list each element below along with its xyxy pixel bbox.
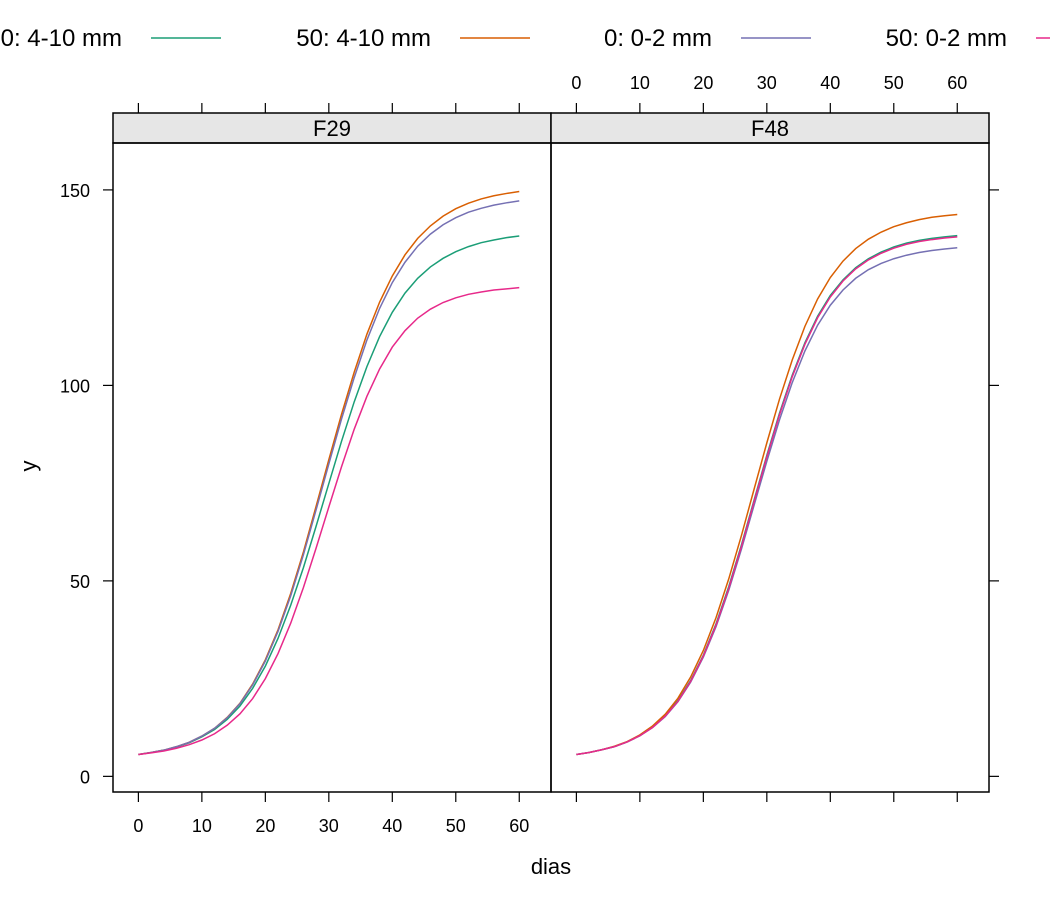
- x-tick-label: 10: [630, 73, 650, 93]
- x-tick-label: 60: [509, 816, 529, 836]
- x-tick-label: 20: [693, 73, 713, 93]
- x-tick-label: 40: [382, 816, 402, 836]
- x-axis-title: dias: [531, 854, 571, 879]
- axes: 0 10 20 30 40 50 60 0 10 20 30 40 50 60 0 50 100 150: [60, 73, 999, 836]
- panel-f29: F29: [112, 112, 552, 793]
- series-line: [138, 200, 520, 756]
- legend-item: 50: 0-2 mm: [886, 25, 1050, 52]
- panel-frame: [112, 142, 552, 793]
- x-tick-label: 50: [446, 816, 466, 836]
- y-tick-label: 50: [70, 572, 90, 592]
- series-line: [576, 234, 958, 756]
- series-line: [138, 286, 520, 756]
- x-tick-label: 50: [884, 73, 904, 93]
- legend-label: 0: 0-2 mm: [604, 25, 712, 52]
- x-tick-label: 10: [192, 816, 212, 836]
- series-line: [576, 213, 958, 756]
- y-tick-label: 100: [60, 376, 90, 396]
- x-tick-label: 30: [319, 816, 339, 836]
- x-tick-label: 0: [571, 73, 581, 93]
- x-tick-label: 40: [820, 73, 840, 93]
- x-tick-label: 0: [133, 816, 143, 836]
- strip-label: F29: [313, 116, 351, 141]
- legend-item: 0: 4-10 mm: [1, 25, 221, 52]
- legend-item: 0: 0-2 mm: [604, 25, 811, 52]
- panel-f48: F48: [550, 112, 990, 793]
- panel-frame: [550, 142, 990, 793]
- strip-background: [550, 112, 990, 144]
- x-tick-label: 30: [757, 73, 777, 93]
- x-tick-label: 60: [947, 73, 967, 93]
- legend-label: 50: 4-10 mm: [296, 25, 431, 52]
- legend: 0: 4-10 mm 50: 4-10 mm 0: 0-2 mm 50: 0-2 mm: [1, 25, 1050, 52]
- legend-item: 50: 4-10 mm: [296, 25, 530, 52]
- legend-label: 50: 0-2 mm: [886, 25, 1007, 52]
- series-line: [576, 247, 958, 756]
- y-tick-label: 0: [80, 767, 90, 787]
- legend-label: 0: 4-10 mm: [1, 25, 122, 52]
- x-tick-label: 20: [255, 816, 275, 836]
- strip-background: [112, 112, 552, 144]
- panels: F29 F48: [112, 112, 990, 793]
- y-axis-title: y: [16, 461, 41, 472]
- series-line: [576, 236, 958, 756]
- strip-label: F48: [751, 116, 789, 141]
- y-tick-label: 150: [60, 181, 90, 201]
- series-line: [138, 235, 520, 756]
- series-line: [138, 190, 520, 756]
